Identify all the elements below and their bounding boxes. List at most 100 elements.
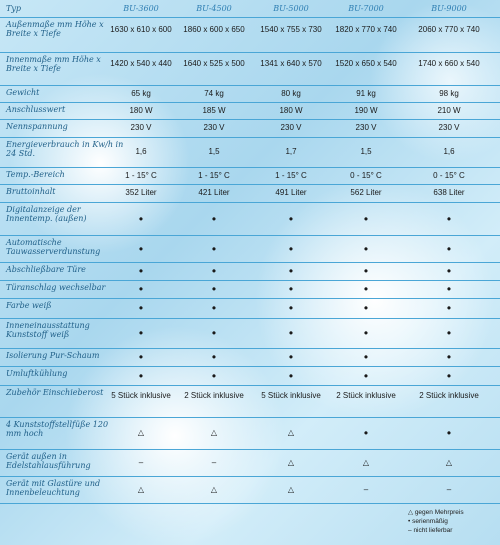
cell-value: •: [211, 368, 217, 383]
cell-value: 185 W: [202, 105, 226, 115]
cell-value: •: [363, 426, 369, 440]
cell-value: 1540 x 755 x 730: [260, 24, 322, 34]
cell-value: •: [211, 264, 217, 278]
row-label: Farbe weiß: [6, 301, 52, 310]
dash-icon: –: [408, 527, 412, 534]
row-label: Türanschlag wechselbar: [6, 283, 106, 292]
cell-value: •: [138, 241, 144, 256]
cell-value: 230 V: [203, 123, 225, 132]
cell-value: •: [211, 282, 217, 296]
cell-value: •: [138, 211, 144, 226]
cell-value: •: [138, 350, 144, 364]
spec-row: Energieverbrauch in Kw/h in 24 Std. 1,6 1,…: [0, 137, 500, 168]
cell-value: •: [288, 368, 294, 383]
row-label: Automatische Tauwasserverdunstung: [6, 238, 101, 256]
cell-value: •: [288, 282, 294, 296]
cell-value: 2 Stück inklusive: [419, 391, 479, 400]
triangle-icon: △: [408, 509, 413, 516]
cell-value: •: [138, 282, 144, 296]
row-label: Bruttoinhalt: [6, 187, 56, 196]
cell-value: •: [211, 350, 217, 364]
cell-value: 421 Liter: [198, 188, 230, 197]
cell-value: •: [446, 426, 452, 440]
row-label: Anschlusswert: [6, 105, 66, 114]
cell-value: •: [138, 301, 144, 315]
cell-value: 1 - 15° C: [125, 170, 157, 180]
spec-row: Abschließbare Türe • • • • •: [0, 262, 500, 281]
row-label: Zubehör Einschieberost: [6, 388, 104, 397]
cell-value: 180 W: [279, 105, 303, 115]
cell-value: 1520 x 650 x 540: [335, 58, 397, 68]
cell-value: 1820 x 770 x 740: [335, 24, 397, 34]
cell-value: •: [446, 301, 452, 315]
cell-value: 2 Stück inklusive: [184, 391, 244, 400]
cell-value: •: [288, 211, 294, 226]
cell-value: –: [446, 484, 452, 494]
row-label: Isolierung Pur-Schaum: [6, 351, 100, 360]
cell-value: •: [288, 264, 294, 278]
cell-value: •: [446, 326, 452, 340]
cell-value: •: [138, 264, 144, 278]
legend-item: △ gegen Mehrpreis: [408, 509, 464, 516]
spec-row: Inneneinausstattung Kunststoff weiß • • • • •: [0, 318, 500, 349]
cell-value: △: [287, 484, 295, 494]
row-label: Nennspannung: [6, 122, 68, 131]
row-label: Umluftkühlung: [6, 369, 68, 378]
model-name: BU-7000: [348, 4, 384, 13]
row-label: Temp.-Bereich: [6, 170, 65, 179]
cell-value: 491 Liter: [275, 188, 307, 197]
row-label: Abschließbare Türe: [6, 265, 86, 274]
spec-row: Umluftkühlung • • • • •: [0, 366, 500, 386]
model-name: BU-3600: [123, 4, 159, 13]
spec-row: Gerät außen in Edelstahlausführung – – △ △ △: [0, 449, 500, 477]
cell-value: △: [210, 484, 218, 494]
row-label: Außenmaße mm Höhe x Breite x Tiefe: [6, 20, 104, 38]
spec-row: 4 Kunststoffstellfüße 120 mm hoch △ △ △ • •: [0, 417, 500, 450]
cell-value: 190 W: [354, 105, 378, 115]
cell-value: 180 W: [129, 105, 153, 115]
cell-value: 5 Stück inklusive: [261, 391, 321, 400]
cell-value: 210 W: [437, 105, 461, 115]
cell-value: 2 Stück inklusive: [336, 391, 396, 400]
spec-row: Außenmaße mm Höhe x Breite x Tiefe 1630 x…: [0, 17, 500, 53]
cell-value: 562 Liter: [350, 188, 382, 197]
cell-value: 230 V: [280, 123, 302, 132]
cell-value: 91 kg: [356, 88, 376, 98]
legend-item: – nicht lieferbar: [408, 527, 453, 534]
spec-row: Anschlusswert 180 W 185 W 180 W 190 W 210 W: [0, 102, 500, 120]
spec-row: Digitalanzeige der Innentemp. (außen) • • •…: [0, 202, 500, 236]
bullet-icon: •: [408, 518, 411, 525]
cell-value: 1 - 15° C: [198, 170, 230, 180]
model-name: BU-5000: [273, 4, 309, 13]
spec-row: Nennspannung 230 V 230 V 230 V 230 V 230 V: [0, 119, 500, 138]
cell-value: 230 V: [355, 123, 377, 132]
cell-value: •: [446, 264, 452, 278]
header-row: Typ BU-3600 BU-4500 BU-5000 BU-7000 BU-9…: [0, 0, 500, 18]
cell-value: 1,6: [135, 147, 147, 156]
cell-value: 1860 x 600 x 650: [183, 24, 245, 34]
cell-value: •: [363, 211, 369, 226]
cell-value: 230 V: [438, 123, 460, 132]
cell-value: •: [363, 282, 369, 296]
spec-row: Innenmaße mm Höhe x Breite x Tiefe 1420 x…: [0, 52, 500, 86]
cell-value: •: [363, 368, 369, 383]
cell-value: –: [138, 457, 144, 467]
spec-row: Türanschlag wechselbar • • • • •: [0, 280, 500, 299]
cell-value: 1,5: [360, 147, 372, 156]
spec-row: Gerät mit Glastüre und Innenbeleuchtung △…: [0, 476, 500, 504]
cell-value: •: [363, 326, 369, 340]
legend-item: • serienmäßig: [408, 518, 448, 525]
row-label: Gerät mit Glastüre und Innenbeleuchtung: [6, 479, 101, 497]
cell-value: 2060 x 770 x 740: [418, 24, 480, 34]
cell-value: •: [363, 350, 369, 364]
cell-value: 0 - 15° C: [350, 170, 382, 180]
spec-row: Farbe weiß • • • • •: [0, 298, 500, 319]
cell-value: •: [288, 350, 294, 364]
spec-row: Zubehör Einschieberost 5 Stück inklusive 2…: [0, 385, 500, 418]
spec-row: Gewicht 65 kg 74 kg 80 kg 91 kg 98 kg: [0, 85, 500, 103]
row-label: Digitalanzeige der Innentemp. (außen): [6, 205, 87, 223]
cell-value: •: [288, 301, 294, 315]
row-label: Energieverbrauch in Kw/h in 24 Std.: [6, 140, 124, 158]
cell-value: 1640 x 525 x 500: [183, 58, 245, 68]
